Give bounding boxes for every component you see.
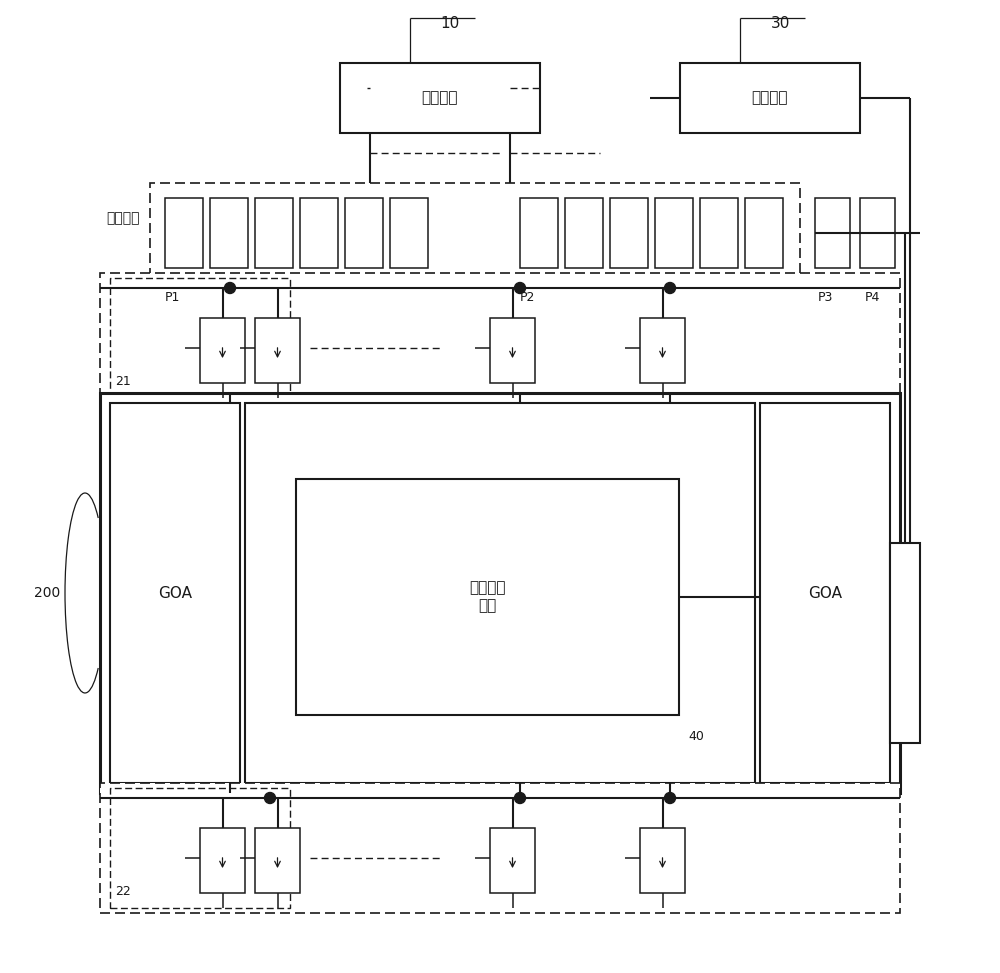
- Text: 21: 21: [115, 375, 131, 388]
- Bar: [100, 273, 900, 403]
- Bar: [565, 198, 603, 268]
- Circle shape: [514, 282, 526, 294]
- Bar: [300, 198, 338, 268]
- Bar: [860, 198, 895, 268]
- Bar: [490, 318, 535, 383]
- Circle shape: [664, 792, 676, 804]
- Bar: [100, 393, 900, 793]
- Bar: [255, 198, 293, 268]
- Bar: [345, 198, 383, 268]
- Text: 200: 200: [34, 586, 60, 600]
- Text: P2: P2: [520, 291, 535, 304]
- Circle shape: [264, 792, 276, 804]
- Text: 22: 22: [115, 885, 131, 898]
- Text: 30: 30: [770, 16, 790, 30]
- Text: 10: 10: [440, 16, 460, 30]
- Circle shape: [664, 282, 676, 294]
- Text: 测试模块: 测试模块: [422, 90, 458, 105]
- Bar: [110, 788, 290, 908]
- Bar: [255, 828, 300, 893]
- Text: 40: 40: [688, 730, 704, 742]
- Bar: [100, 783, 900, 913]
- Text: P4: P4: [865, 291, 880, 304]
- Bar: [610, 198, 648, 268]
- Bar: [110, 403, 240, 783]
- Bar: [815, 198, 850, 268]
- Text: P3: P3: [818, 291, 833, 304]
- Bar: [165, 198, 203, 268]
- Circle shape: [224, 282, 236, 294]
- Text: 测试衬垫: 测试衬垫: [106, 211, 140, 225]
- Bar: [745, 198, 783, 268]
- Bar: [110, 278, 290, 398]
- Bar: [490, 828, 535, 893]
- Bar: [700, 198, 738, 268]
- Text: GOA: GOA: [158, 586, 192, 600]
- Text: 控制模块: 控制模块: [752, 90, 788, 105]
- Bar: [340, 63, 540, 133]
- Text: P1: P1: [165, 291, 180, 304]
- Bar: [680, 63, 860, 133]
- Bar: [296, 479, 678, 714]
- Text: 像素检测
模块: 像素检测 模块: [469, 581, 506, 613]
- Text: GOA: GOA: [808, 586, 842, 600]
- Bar: [255, 318, 300, 383]
- Bar: [520, 198, 558, 268]
- Bar: [210, 198, 248, 268]
- Bar: [245, 403, 755, 783]
- Circle shape: [514, 792, 526, 804]
- Bar: [890, 543, 920, 743]
- Bar: [640, 828, 685, 893]
- Bar: [640, 318, 685, 383]
- Bar: [655, 198, 693, 268]
- Bar: [200, 318, 245, 383]
- Bar: [760, 403, 890, 783]
- Bar: [150, 183, 800, 283]
- Bar: [200, 828, 245, 893]
- Bar: [390, 198, 428, 268]
